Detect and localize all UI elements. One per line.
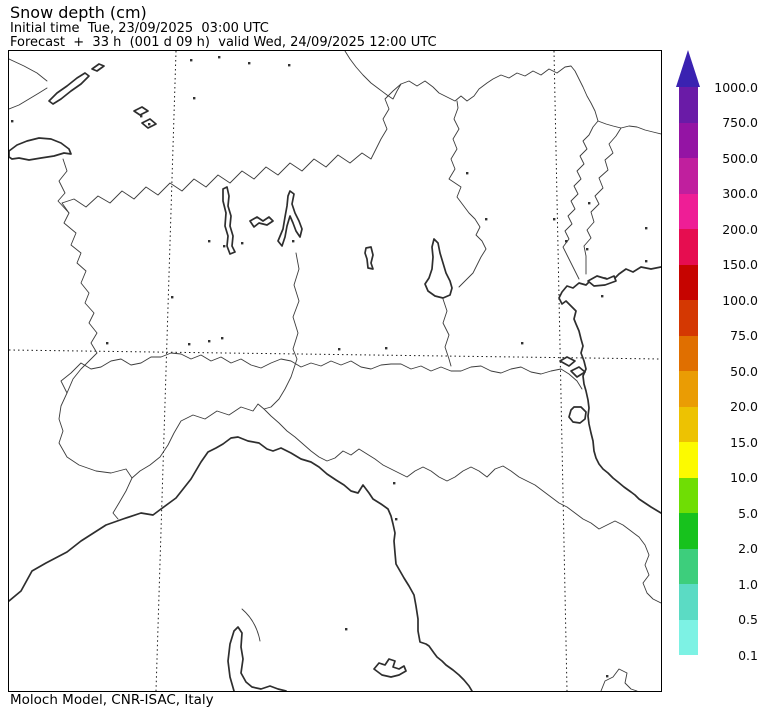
coastline-ligurian-tuscan bbox=[9, 436, 473, 691]
colorbar-tick-label: 0.5 bbox=[738, 612, 758, 627]
lake-thun bbox=[133, 106, 149, 116]
colorbar-tick-label: 50.0 bbox=[730, 363, 758, 379]
colorbar-segment bbox=[679, 300, 698, 336]
map-canvas bbox=[9, 51, 661, 691]
model-credit: Moloch Model, CNR-ISAC, Italy bbox=[10, 692, 214, 708]
lake-geneva bbox=[9, 137, 72, 161]
border-po-plain bbox=[60, 352, 583, 394]
colorbar-tick-label: 300.0 bbox=[722, 186, 758, 201]
colorbar-segment bbox=[679, 264, 698, 300]
colorbar-segment bbox=[679, 477, 698, 513]
small-lake-dots bbox=[11, 56, 648, 678]
colorbar-segments bbox=[679, 87, 698, 655]
lagoon-comacchio bbox=[568, 406, 587, 424]
colorbar-segment bbox=[679, 406, 698, 442]
colorbar-tick-label: 2.0 bbox=[738, 541, 758, 556]
colorbar-tick-label: 15.0 bbox=[730, 434, 758, 450]
coastline-cap-corse bbox=[227, 626, 287, 691]
border-apennine-crest bbox=[131, 403, 661, 604]
lake-maggiore bbox=[222, 186, 236, 255]
lagoon-grado bbox=[587, 275, 617, 287]
colorbar-tick-label: 1.0 bbox=[738, 576, 758, 592]
lagoon-venice-island-1 bbox=[559, 356, 576, 367]
lake-garda bbox=[424, 238, 453, 299]
colorbar-tick-label: 5.0 bbox=[738, 505, 758, 521]
gridline-parallel bbox=[9, 349, 661, 360]
coastline-adriatic bbox=[558, 266, 661, 514]
colorbar-segment bbox=[679, 193, 698, 229]
border-trentino-veneto bbox=[448, 100, 487, 288]
colorbar-tick-label: 75.0 bbox=[730, 328, 758, 343]
colorbar-segment bbox=[679, 87, 698, 123]
lagoon-venice-island-2 bbox=[570, 366, 586, 378]
border-austria-italy bbox=[400, 65, 661, 135]
colorbar-segment bbox=[679, 229, 698, 265]
colorbar-segment bbox=[679, 158, 698, 194]
lake-lugano bbox=[249, 216, 274, 228]
colorbar-overflow-arrow bbox=[676, 50, 700, 87]
colorbar-tick-label: 150.0 bbox=[722, 257, 758, 272]
colorbar-segment bbox=[679, 371, 698, 407]
colorbar-segment bbox=[679, 513, 698, 549]
river-corsica-arc bbox=[241, 608, 261, 642]
lake-biel bbox=[91, 63, 105, 72]
lake-neuchatel bbox=[48, 72, 90, 105]
colorbar-tick-label: 750.0 bbox=[722, 115, 758, 130]
colorbar-segment bbox=[679, 619, 698, 655]
map-frame bbox=[8, 50, 662, 692]
colorbar-segment bbox=[679, 548, 698, 584]
colorbar-segment bbox=[679, 442, 698, 478]
colorbar-segment bbox=[679, 122, 698, 158]
forecast-valid-line: Forecast + 33 h (001 d 09 h) valid Wed, … bbox=[10, 35, 437, 50]
colorbar-segment bbox=[679, 335, 698, 371]
lake-como bbox=[277, 190, 303, 247]
gridline-meridian-west bbox=[155, 51, 177, 691]
border-piemonte-lombardia bbox=[263, 252, 300, 410]
colorbar-tick-label: 500.0 bbox=[722, 150, 758, 166]
border-jura-northwest bbox=[9, 58, 48, 82]
initial-time-line: Initial time Tue, 23/09/2025 03:00 UTC bbox=[10, 21, 269, 36]
border-france-italy bbox=[57, 158, 133, 520]
border-italy-slovenia bbox=[562, 120, 599, 280]
lake-iseo bbox=[364, 246, 374, 270]
border-switzerland-italy bbox=[61, 83, 402, 214]
colorbar-tick-label: 100.0 bbox=[722, 292, 758, 308]
colorbar-tick-label: 200.0 bbox=[722, 221, 758, 237]
colorbar-tick-label: 0.1 bbox=[738, 647, 758, 663]
island-elba bbox=[373, 658, 407, 678]
border-friuli-veneto bbox=[583, 127, 622, 275]
colorbar-labels: 1000.0 750.0 500.0 300.0 200.0 150.0 100.0 75.0… bbox=[700, 0, 758, 713]
colorbar-segment bbox=[679, 584, 698, 620]
colorbar-tick-label: 10.0 bbox=[730, 470, 758, 485]
border-marche bbox=[600, 668, 638, 691]
colorbar-tick-label: 1000.0 bbox=[714, 79, 758, 95]
gridline-meridian-east bbox=[553, 51, 568, 691]
border-lombardia-veneto bbox=[442, 298, 452, 367]
border-switzerland-austria bbox=[344, 51, 402, 100]
page-title: Snow depth (cm) bbox=[10, 3, 147, 22]
colorbar-tick-label: 20.0 bbox=[730, 399, 758, 414]
border-geneva-north bbox=[9, 87, 48, 110]
